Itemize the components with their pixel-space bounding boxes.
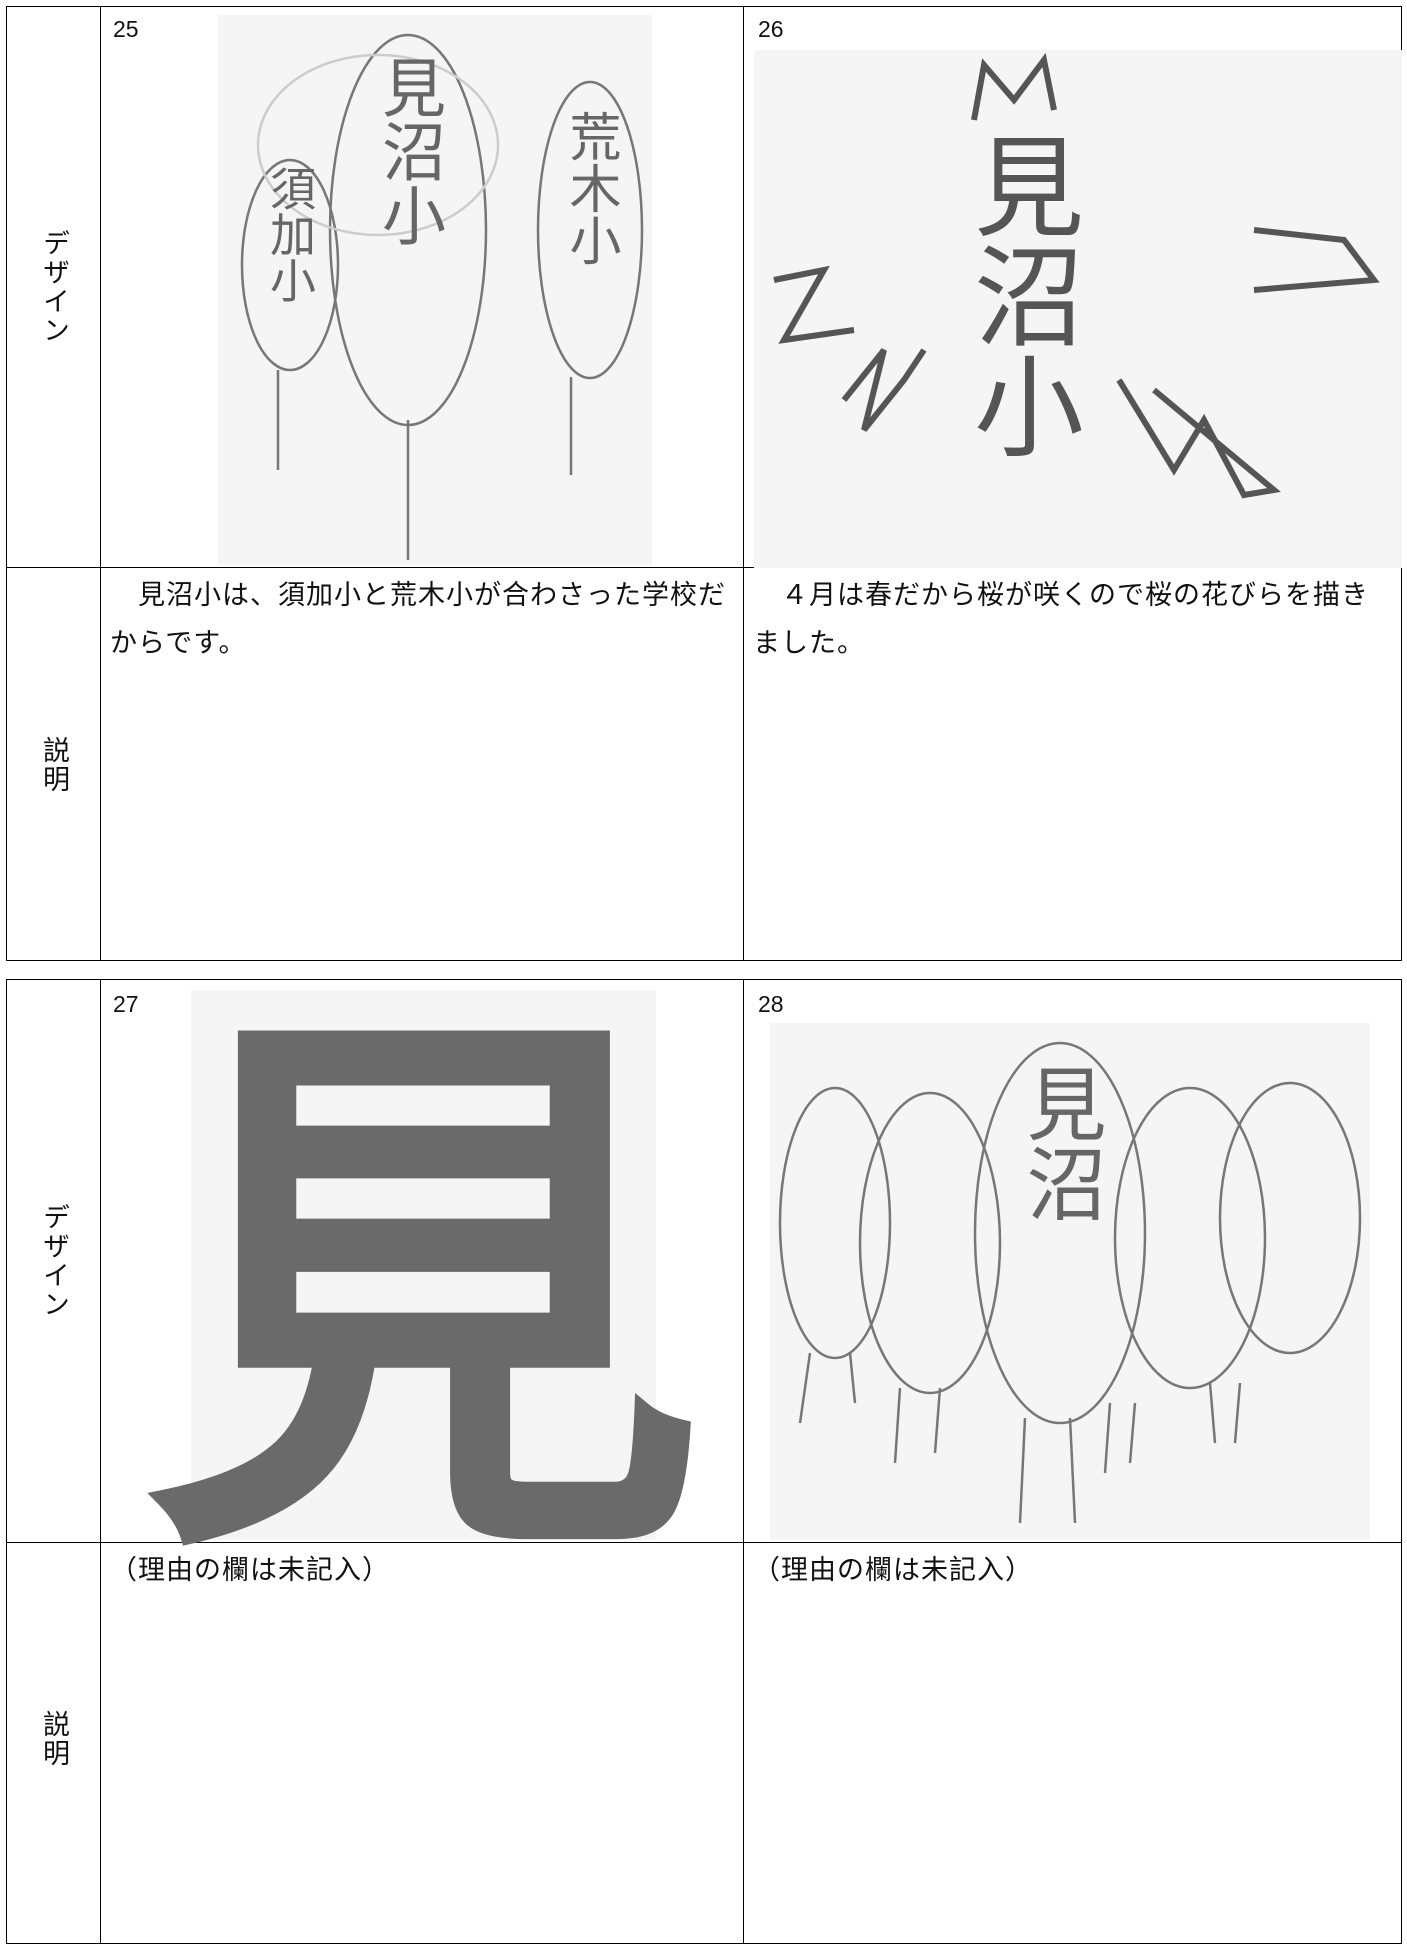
description: 見沼小は、須加小と荒木小が合わさった学校だからです。 [110,580,726,659]
description: （理由の欄は未記入） [753,1555,1033,1586]
sketch: 見沼 [770,1023,1370,1540]
entry-number: 27 [113,991,139,1017]
entry-number: 26 [758,16,784,42]
sketch-text: 須加小 [263,165,317,303]
divider [100,6,102,961]
sketch: 見沼小 [754,50,1402,568]
sketch-text: 見 [143,965,703,1623]
divider [743,6,745,961]
row-label: デザイン [6,979,101,1543]
entry-number: 28 [758,991,784,1017]
row-label-text: デザイン [38,1203,69,1319]
description: ４月は春だから桜が咲くので桜の花びらを描きました。 [753,580,1369,659]
divider [6,1542,1402,1544]
sketch: 見 [143,965,703,1623]
divider [743,979,745,1944]
sketch: 須加小 見沼小 荒木小 [218,15,652,565]
row-label: 説明 [6,568,101,961]
entry-number: 25 [113,16,139,42]
row-label: デザイン [6,6,101,568]
sketch-text: 荒木小 [560,110,620,266]
sketch-text: 見沼小 [371,55,445,247]
row-label-text: デザイン [38,229,69,345]
row-label: 説明 [6,1543,101,1934]
sketch-text: 見沼 [1014,1063,1107,1223]
description: （理由の欄は未記入） [110,1555,390,1586]
row-label-text: 説明 [38,735,69,794]
row-label-text: 説明 [38,1709,69,1768]
sketch-text: 見沼小 [955,130,1083,460]
divider [100,979,102,1944]
divider [6,567,1402,569]
